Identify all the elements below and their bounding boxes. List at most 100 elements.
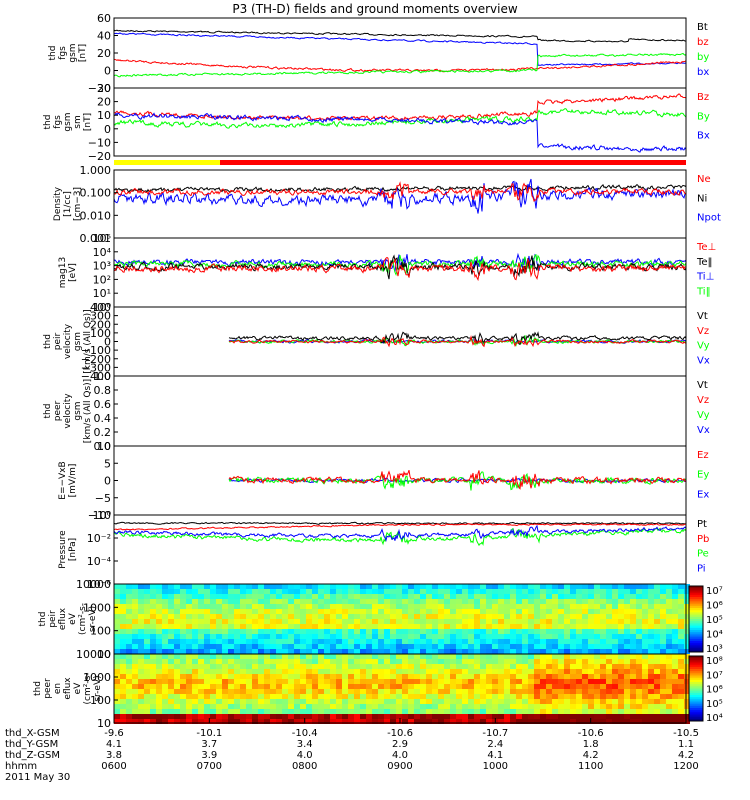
spectro-cell — [126, 669, 132, 674]
spectro-cell — [186, 689, 192, 694]
spectro-cell — [624, 704, 630, 709]
spectro-cell — [558, 659, 564, 664]
spectro-cell — [630, 634, 636, 639]
spectro-cell — [684, 669, 690, 674]
spectro-cell — [372, 699, 378, 704]
spectro-cell — [522, 594, 528, 599]
spectro-cell — [372, 614, 378, 619]
spectro-cell — [396, 599, 402, 604]
spectro-cell — [654, 709, 660, 714]
spectro-cell — [264, 679, 270, 684]
spectro-cell — [372, 649, 378, 654]
spectro-cell — [270, 609, 276, 614]
spectro-cell — [216, 649, 222, 654]
spectro-cell — [636, 669, 642, 674]
spectro-cell — [276, 599, 282, 604]
colorbar-cell — [689, 647, 703, 651]
spectro-cell — [558, 704, 564, 709]
spectro-cell — [144, 609, 150, 614]
spectro-cell — [582, 594, 588, 599]
spectro-cell — [594, 704, 600, 709]
spectro-cell — [552, 624, 558, 629]
spectro-cell — [672, 599, 678, 604]
spectro-cell — [240, 584, 246, 589]
spectro-cell — [222, 624, 228, 629]
spectro-cell — [192, 609, 198, 614]
spectro-cell — [564, 674, 570, 679]
spectro-cell — [606, 674, 612, 679]
spectro-cell — [432, 719, 438, 724]
y-tick-label: 100 — [90, 625, 111, 638]
spectro-cell — [120, 644, 126, 649]
spectro-cell — [492, 619, 498, 624]
spectro-cell — [300, 659, 306, 664]
spectro-cell — [300, 649, 306, 654]
spectro-cell — [156, 719, 162, 724]
spectro-cell — [150, 659, 156, 664]
spectro-cell — [498, 714, 504, 719]
y-tick-label: −20 — [88, 82, 111, 95]
y-axis-label: thd — [38, 612, 48, 627]
spectro-cell — [228, 664, 234, 669]
spectro-cell — [126, 689, 132, 694]
spectro-cell — [384, 689, 390, 694]
spectro-cell — [246, 639, 252, 644]
spectro-cell — [270, 649, 276, 654]
x-axis-date: 2011 May 30 — [5, 772, 70, 783]
series-Npot — [113, 178, 687, 214]
y-axis-label: (cm²-s- — [83, 672, 93, 704]
spectro-cell — [162, 674, 168, 679]
spectro-cell — [240, 604, 246, 609]
spectro-cell — [300, 679, 306, 684]
spectro-cell — [354, 594, 360, 599]
spectro-cell — [240, 644, 246, 649]
spectro-cell — [324, 709, 330, 714]
spectro-cell — [450, 694, 456, 699]
spectro-cell — [192, 714, 198, 719]
spectro-cell — [642, 699, 648, 704]
spectro-cell — [498, 699, 504, 704]
spectro-cell — [336, 629, 342, 634]
spectro-cell — [366, 699, 372, 704]
spectro-cell — [426, 694, 432, 699]
spectro-cell — [228, 594, 234, 599]
spectro-cell — [288, 699, 294, 704]
spectro-cell — [672, 624, 678, 629]
spectro-cell — [264, 584, 270, 589]
spectro-cell — [288, 664, 294, 669]
spectro-cell — [342, 649, 348, 654]
spectro-cell — [570, 714, 576, 719]
spectro-cell — [408, 669, 414, 674]
spectro-cell — [258, 589, 264, 594]
spectro-cell — [192, 694, 198, 699]
spectro-cell — [174, 714, 180, 719]
spectro-cell — [252, 614, 258, 619]
spectro-cell — [270, 674, 276, 679]
spectro-cell — [594, 584, 600, 589]
spectro-cell — [504, 669, 510, 674]
spectro-cell — [228, 704, 234, 709]
spectro-cell — [324, 654, 330, 659]
spectro-cell — [300, 584, 306, 589]
spectro-cell — [258, 609, 264, 614]
spectro-cell — [540, 689, 546, 694]
spectro-cell — [480, 654, 486, 659]
spectro-cell — [114, 619, 120, 624]
spectro-cell — [270, 594, 276, 599]
legend-By: By — [697, 111, 710, 122]
spectro-cell — [516, 599, 522, 604]
spectro-cell — [342, 609, 348, 614]
spectro-cell — [450, 679, 456, 684]
spectro-cell — [564, 684, 570, 689]
spectro-cell — [480, 649, 486, 654]
y-axis-label: gsm — [68, 43, 78, 62]
colorbar-cell — [689, 671, 703, 674]
spectro-cell — [654, 589, 660, 594]
spectro-cell — [576, 619, 582, 624]
spectro-cell — [546, 719, 552, 724]
spectro-cell — [486, 614, 492, 619]
spectro-cell — [504, 589, 510, 594]
spectro-cell — [240, 679, 246, 684]
spectro-cell — [402, 709, 408, 714]
spectro-cell — [366, 679, 372, 684]
